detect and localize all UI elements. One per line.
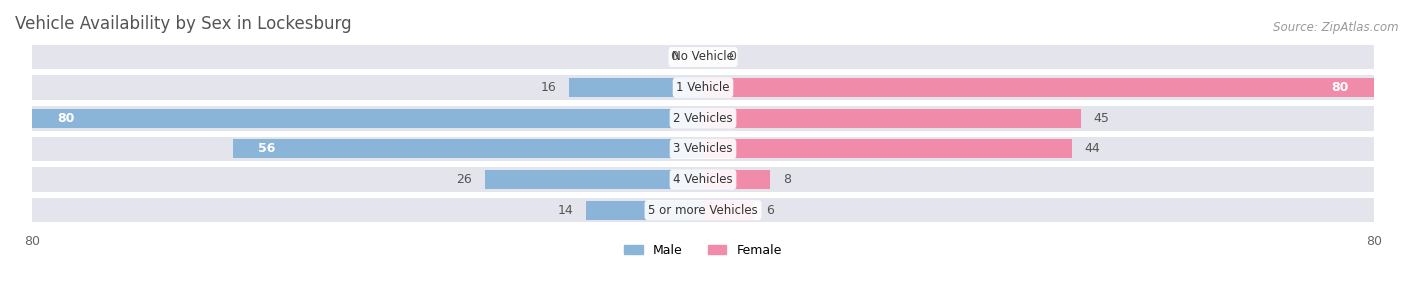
Text: 56: 56 bbox=[259, 142, 276, 155]
Bar bbox=[32, 198, 1374, 222]
Bar bbox=[485, 170, 703, 189]
Text: 5 or more Vehicles: 5 or more Vehicles bbox=[648, 204, 758, 217]
Bar bbox=[703, 140, 1073, 159]
Text: 44: 44 bbox=[1085, 142, 1101, 155]
Text: 2 Vehicles: 2 Vehicles bbox=[673, 112, 733, 125]
Text: No Vehicle: No Vehicle bbox=[672, 50, 734, 63]
Text: 6: 6 bbox=[766, 204, 773, 217]
Bar bbox=[585, 201, 703, 220]
Text: 1 Vehicle: 1 Vehicle bbox=[676, 81, 730, 94]
Text: 26: 26 bbox=[457, 173, 472, 186]
Bar bbox=[32, 137, 1374, 161]
Text: 8: 8 bbox=[783, 173, 790, 186]
Text: Source: ZipAtlas.com: Source: ZipAtlas.com bbox=[1274, 21, 1399, 34]
Bar bbox=[32, 106, 1374, 131]
Bar bbox=[32, 167, 1374, 192]
Bar bbox=[703, 201, 754, 220]
Bar bbox=[32, 75, 1374, 100]
Text: 16: 16 bbox=[540, 81, 557, 94]
Text: 0: 0 bbox=[669, 50, 678, 63]
Legend: Male, Female: Male, Female bbox=[619, 239, 787, 262]
Bar bbox=[32, 45, 1374, 69]
Text: 0: 0 bbox=[728, 50, 737, 63]
Text: 14: 14 bbox=[557, 204, 574, 217]
Text: 80: 80 bbox=[58, 112, 75, 125]
Bar bbox=[703, 78, 1374, 97]
Bar bbox=[703, 170, 770, 189]
Bar bbox=[32, 109, 703, 128]
Bar bbox=[233, 140, 703, 159]
Text: Vehicle Availability by Sex in Lockesburg: Vehicle Availability by Sex in Lockesbur… bbox=[15, 15, 352, 33]
Text: 80: 80 bbox=[1331, 81, 1348, 94]
Bar bbox=[569, 78, 703, 97]
Text: 45: 45 bbox=[1092, 112, 1109, 125]
Bar bbox=[703, 109, 1081, 128]
Text: 4 Vehicles: 4 Vehicles bbox=[673, 173, 733, 186]
Text: 3 Vehicles: 3 Vehicles bbox=[673, 142, 733, 155]
